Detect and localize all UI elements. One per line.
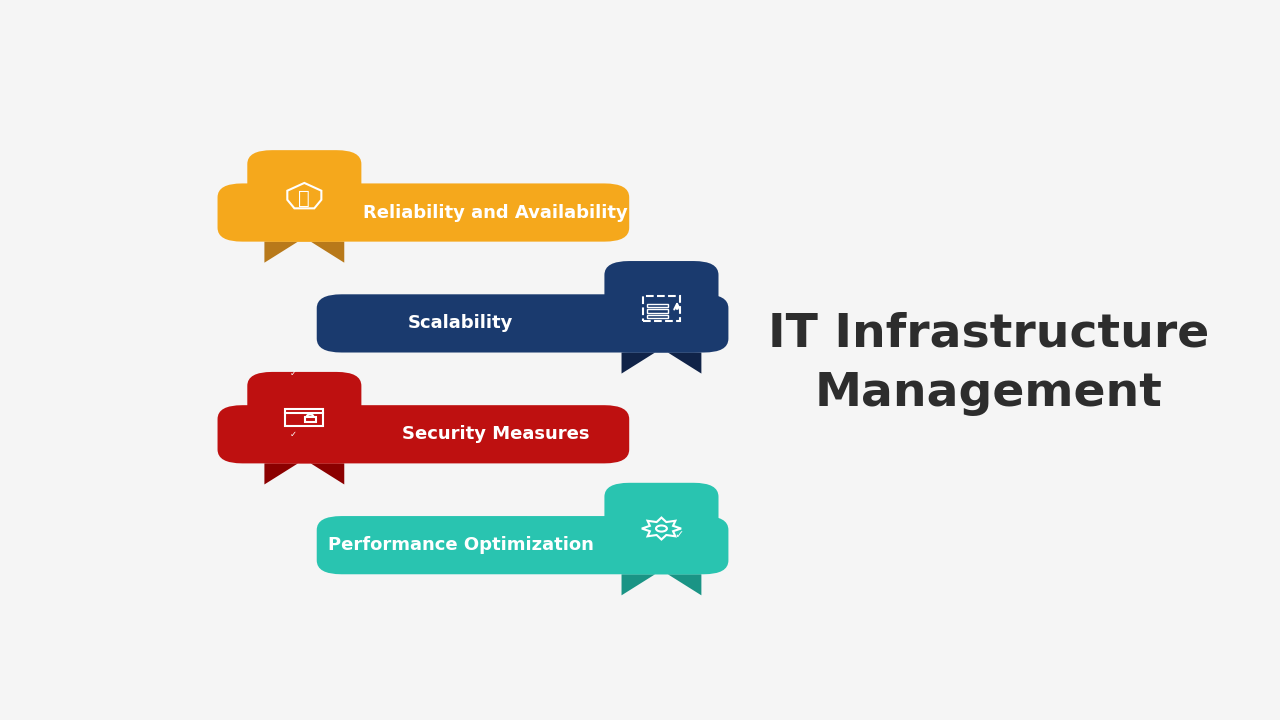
Bar [648,304,668,307]
Polygon shape [311,242,344,263]
Bar [285,409,324,426]
Text: Scalability: Scalability [408,315,513,333]
Polygon shape [265,464,298,485]
FancyBboxPatch shape [316,516,728,575]
Text: ✓: ✓ [291,369,297,378]
FancyBboxPatch shape [247,150,361,242]
Bar [643,295,680,320]
Polygon shape [311,464,344,485]
Bar [648,309,668,312]
Polygon shape [668,575,701,595]
FancyBboxPatch shape [604,483,718,575]
FancyBboxPatch shape [247,372,361,464]
Text: ✓: ✓ [675,530,684,540]
Bar [305,417,316,421]
Polygon shape [668,353,701,374]
FancyBboxPatch shape [218,405,630,464]
Text: 👍: 👍 [298,189,310,208]
FancyBboxPatch shape [604,261,718,353]
FancyBboxPatch shape [218,184,630,242]
Bar [648,315,668,318]
Text: IT Infrastructure
Management: IT Infrastructure Management [768,312,1208,415]
Text: Performance Optimization: Performance Optimization [328,536,594,554]
Text: Security Measures: Security Measures [402,426,589,444]
Text: ✓: ✓ [291,430,297,438]
FancyBboxPatch shape [316,294,728,353]
Text: Reliability and Availability: Reliability and Availability [364,204,627,222]
Polygon shape [622,575,655,595]
Polygon shape [622,353,655,374]
Polygon shape [265,242,298,263]
